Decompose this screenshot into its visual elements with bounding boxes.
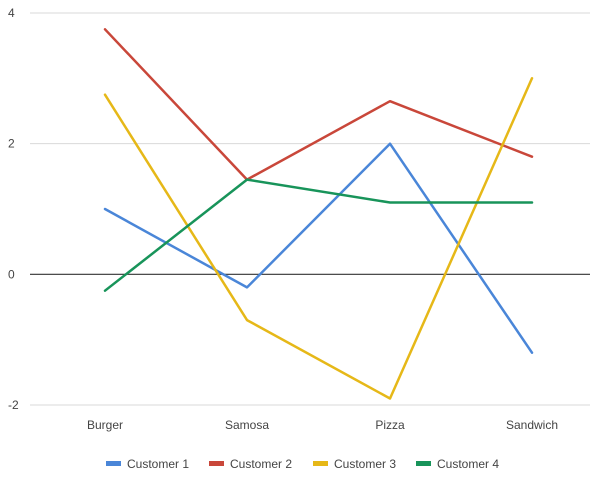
y-tick-label: 0 bbox=[8, 267, 15, 281]
legend-label: Customer 1 bbox=[127, 457, 189, 471]
legend-label: Customer 2 bbox=[230, 457, 292, 471]
legend-item-customer-1[interactable]: Customer 1 bbox=[106, 457, 189, 471]
series-line-customer-4 bbox=[103, 178, 534, 292]
legend-label: Customer 4 bbox=[437, 457, 499, 471]
y-axis-ticks: -2 0 2 4 bbox=[8, 6, 19, 412]
legend-swatch bbox=[106, 461, 121, 466]
legend-swatch bbox=[209, 461, 224, 466]
legend-item-customer-4[interactable]: Customer 4 bbox=[416, 457, 499, 471]
legend: Customer 1 Customer 2 Customer 3 Customer 4 bbox=[106, 457, 499, 471]
x-axis-ticks: Burger Samosa Pizza Sandwich bbox=[87, 418, 558, 432]
y-tick-label: 2 bbox=[8, 137, 15, 151]
x-tick-label: Burger bbox=[87, 418, 123, 432]
series-line-customer-2 bbox=[103, 28, 534, 181]
y-tick-label: 4 bbox=[8, 6, 15, 20]
x-tick-label: Samosa bbox=[225, 418, 269, 432]
legend-item-customer-3[interactable]: Customer 3 bbox=[313, 457, 396, 471]
gridlines bbox=[30, 12, 590, 406]
legend-item-customer-2[interactable]: Customer 2 bbox=[209, 457, 292, 471]
series-line-customer-3 bbox=[103, 77, 534, 400]
y-tick-label: -2 bbox=[8, 398, 19, 412]
legend-label: Customer 3 bbox=[334, 457, 396, 471]
x-tick-label: Pizza bbox=[375, 418, 405, 432]
x-tick-label: Sandwich bbox=[506, 418, 558, 432]
series-lines bbox=[103, 28, 534, 400]
legend-swatch bbox=[416, 461, 431, 466]
series-line-customer-1 bbox=[103, 142, 534, 354]
legend-swatch bbox=[313, 461, 328, 466]
